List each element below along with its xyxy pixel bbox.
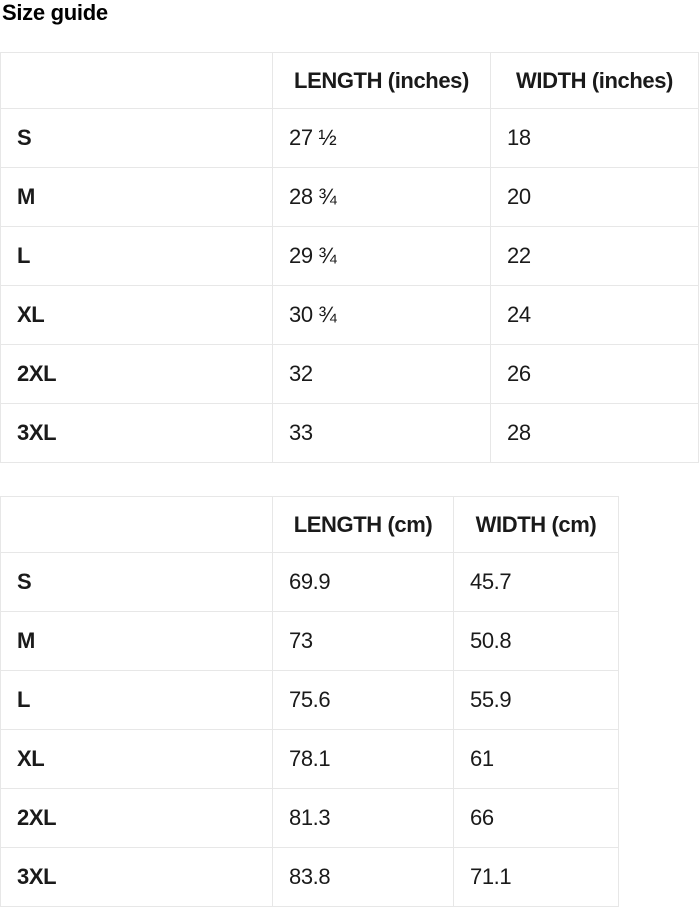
size-cell: L <box>0 226 273 286</box>
table-row: 3XL 83.8 71.1 <box>0 847 619 907</box>
width-cell: 24 <box>490 285 699 345</box>
width-cell: 61 <box>453 729 619 789</box>
width-column-header: WIDTH (cm) <box>453 496 619 553</box>
size-cell: 2XL <box>0 788 273 848</box>
width-cell: 20 <box>490 167 699 227</box>
table-row: 3XL 33 28 <box>0 403 699 463</box>
table-row: L 29 ¾ 22 <box>0 226 699 286</box>
width-column-header: WIDTH (inches) <box>490 52 699 109</box>
length-cell: 27 ½ <box>272 108 491 168</box>
length-cell: 69.9 <box>272 552 454 612</box>
page-title: Size guide <box>2 0 108 25</box>
table-row: 2XL 81.3 66 <box>0 788 619 848</box>
size-table-inches: LENGTH (inches) WIDTH (inches) S 27 ½ 18… <box>0 52 699 463</box>
width-cell: 28 <box>490 403 699 463</box>
width-cell: 55.9 <box>453 670 619 730</box>
length-cell: 73 <box>272 611 454 671</box>
size-cell: S <box>0 108 273 168</box>
length-cell: 28 ¾ <box>272 167 491 227</box>
size-cell: XL <box>0 729 273 789</box>
table-header-row: LENGTH (cm) WIDTH (cm) <box>0 496 619 553</box>
width-cell: 26 <box>490 344 699 404</box>
length-cell: 29 ¾ <box>272 226 491 286</box>
size-cell: L <box>0 670 273 730</box>
length-cell: 32 <box>272 344 491 404</box>
size-cell: M <box>0 167 273 227</box>
size-cell: 2XL <box>0 344 273 404</box>
size-cell: 3XL <box>0 403 273 463</box>
size-cell: 3XL <box>0 847 273 907</box>
length-column-header: LENGTH (inches) <box>272 52 491 109</box>
table-row: S 69.9 45.7 <box>0 552 619 612</box>
length-cell: 30 ¾ <box>272 285 491 345</box>
table-header-row: LENGTH (inches) WIDTH (inches) <box>0 52 699 109</box>
length-column-header: LENGTH (cm) <box>272 496 454 553</box>
size-cell: M <box>0 611 273 671</box>
corner-cell <box>0 496 273 553</box>
size-table-cm: LENGTH (cm) WIDTH (cm) S 69.9 45.7 M 73 … <box>0 496 619 907</box>
length-cell: 78.1 <box>272 729 454 789</box>
width-cell: 45.7 <box>453 552 619 612</box>
size-cell: S <box>0 552 273 612</box>
table-row: XL 30 ¾ 24 <box>0 285 699 345</box>
width-cell: 71.1 <box>453 847 619 907</box>
table-row: S 27 ½ 18 <box>0 108 699 168</box>
table-row: 2XL 32 26 <box>0 344 699 404</box>
length-cell: 81.3 <box>272 788 454 848</box>
length-cell: 83.8 <box>272 847 454 907</box>
length-cell: 75.6 <box>272 670 454 730</box>
table-row: M 73 50.8 <box>0 611 619 671</box>
table-row: XL 78.1 61 <box>0 729 619 789</box>
width-cell: 50.8 <box>453 611 619 671</box>
table-row: L 75.6 55.9 <box>0 670 619 730</box>
width-cell: 18 <box>490 108 699 168</box>
length-cell: 33 <box>272 403 491 463</box>
size-cell: XL <box>0 285 273 345</box>
corner-cell <box>0 52 273 109</box>
width-cell: 22 <box>490 226 699 286</box>
width-cell: 66 <box>453 788 619 848</box>
table-row: M 28 ¾ 20 <box>0 167 699 227</box>
table-gap <box>0 463 699 496</box>
